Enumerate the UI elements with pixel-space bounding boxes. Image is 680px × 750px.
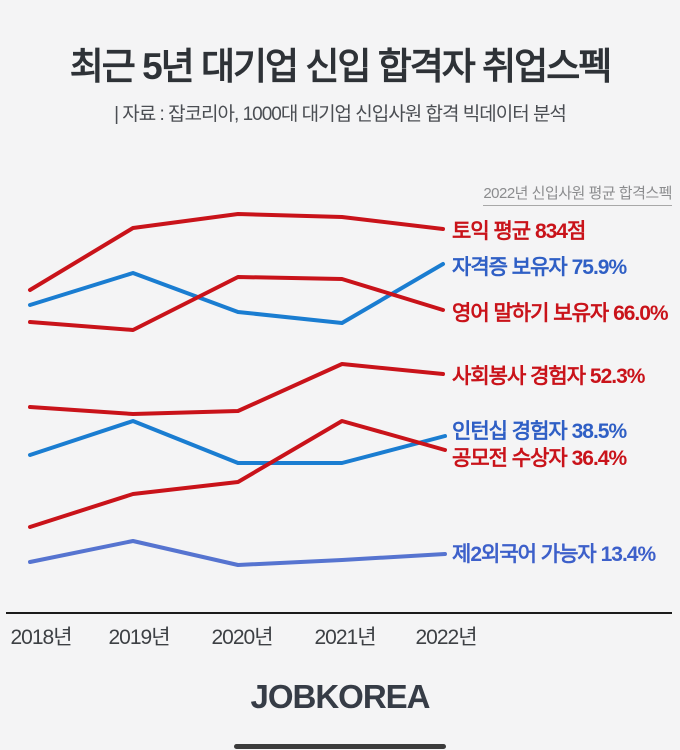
data-source-note: | 자료 : 잡코리아, 1000대 대기업 신입사원 합격 빅데이터 분석 bbox=[114, 104, 567, 125]
page-title: 최근 5년 대기업 신입 합격자 취업스펙 bbox=[69, 46, 613, 87]
series-line-second-foreign-language bbox=[28, 539, 447, 567]
series-line-toeic-average bbox=[28, 212, 445, 292]
legend-title: 2022년 신입사원 평균 합격스펙 bbox=[483, 182, 672, 206]
series-label-internship-experience: 인턴십 경험자 38.5% bbox=[452, 420, 627, 443]
series-label-contest-winners: 공모전 수상자 36.4% bbox=[452, 447, 627, 470]
x-axis-label-2021: 2021년 bbox=[314, 626, 376, 649]
series-label-toeic-average: 토익 평균 834점 bbox=[452, 220, 586, 243]
series-label-volunteer-experience: 사회봉사 경험자 52.3% bbox=[452, 365, 645, 388]
series-line-certificate-holders bbox=[28, 262, 445, 325]
x-axis-label-2022: 2022년 bbox=[415, 626, 477, 649]
x-axis-label-2019: 2019년 bbox=[108, 626, 170, 649]
x-axis-label-2018: 2018년 bbox=[10, 626, 72, 649]
series-line-volunteer-experience bbox=[28, 362, 445, 416]
series-line-contest-winners bbox=[28, 419, 447, 529]
x-axis-label-2020: 2020년 bbox=[211, 626, 273, 649]
series-label-english-speaking-holders: 영어 말하기 보유자 66.0% bbox=[452, 302, 669, 325]
series-label-certificate-holders: 자격증 보유자 75.9% bbox=[452, 256, 627, 279]
series-label-second-foreign-language: 제2외국어 가능자 13.4% bbox=[452, 543, 656, 566]
bottom-divider-bar bbox=[234, 744, 446, 749]
x-axis-line bbox=[6, 612, 672, 614]
series-line-english-speaking-holders bbox=[28, 275, 445, 332]
series-line-internship-experience bbox=[28, 419, 447, 465]
jobkorea-logo: JOBKOREA bbox=[250, 678, 430, 715]
